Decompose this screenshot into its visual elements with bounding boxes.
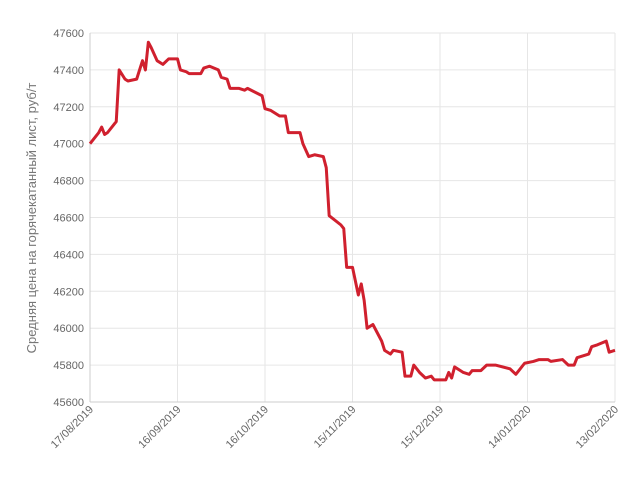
y-tick-label: 46000 [53, 323, 84, 335]
x-tick-label: 17/08/2019 [49, 404, 96, 451]
y-tick-label: 46600 [53, 213, 84, 225]
x-tick-label: 13/02/2020 [574, 404, 621, 451]
y-tick-label: 47400 [53, 65, 84, 77]
y-axis-title: Средняя цена на горячекатанный лист, руб… [24, 83, 39, 354]
y-tick-label: 47000 [53, 139, 84, 151]
y-tick-label: 45600 [53, 397, 84, 409]
x-tick-label: 15/12/2019 [399, 404, 446, 451]
x-tick-label: 15/11/2019 [312, 404, 359, 451]
x-tick-label: 14/01/2020 [486, 404, 533, 451]
x-tick-label: 16/09/2019 [136, 404, 183, 451]
y-tick-label: 46200 [53, 286, 84, 298]
x-tick-label: 16/10/2019 [224, 404, 271, 451]
y-tick-label: 45800 [53, 360, 84, 372]
price-line [88, 40, 616, 382]
y-tick-label: 47600 [53, 28, 84, 40]
y-tick-label: 46800 [53, 176, 84, 188]
y-tick-label: 46400 [53, 249, 84, 261]
y-tick-label: 47200 [53, 102, 84, 114]
